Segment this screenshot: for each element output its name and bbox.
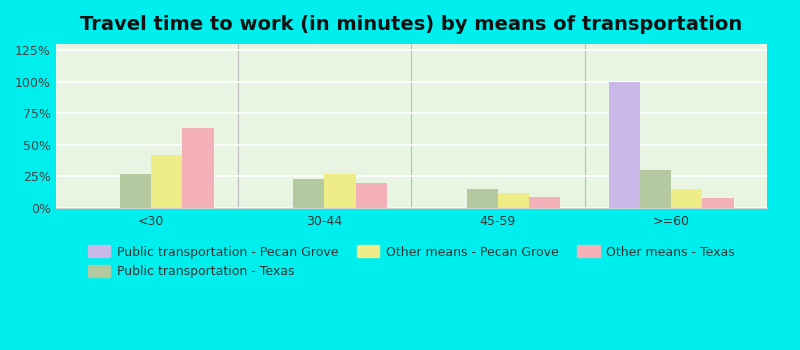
Bar	[702, 198, 734, 208]
Bar	[182, 128, 214, 208]
Legend: Public transportation - Pecan Grove, Public transportation - Texas, Other means : Public transportation - Pecan Grove, Pub…	[83, 240, 739, 283]
Title: Travel time to work (in minutes) by means of transportation: Travel time to work (in minutes) by mean…	[80, 15, 742, 34]
Bar	[120, 174, 151, 208]
Bar	[466, 189, 498, 208]
Bar	[609, 82, 640, 208]
Bar	[640, 170, 671, 208]
Bar	[498, 193, 529, 208]
Bar	[151, 155, 182, 208]
Bar	[529, 197, 560, 208]
Bar	[294, 179, 325, 208]
Bar	[356, 183, 387, 208]
Bar	[325, 174, 356, 208]
Bar	[671, 189, 702, 208]
